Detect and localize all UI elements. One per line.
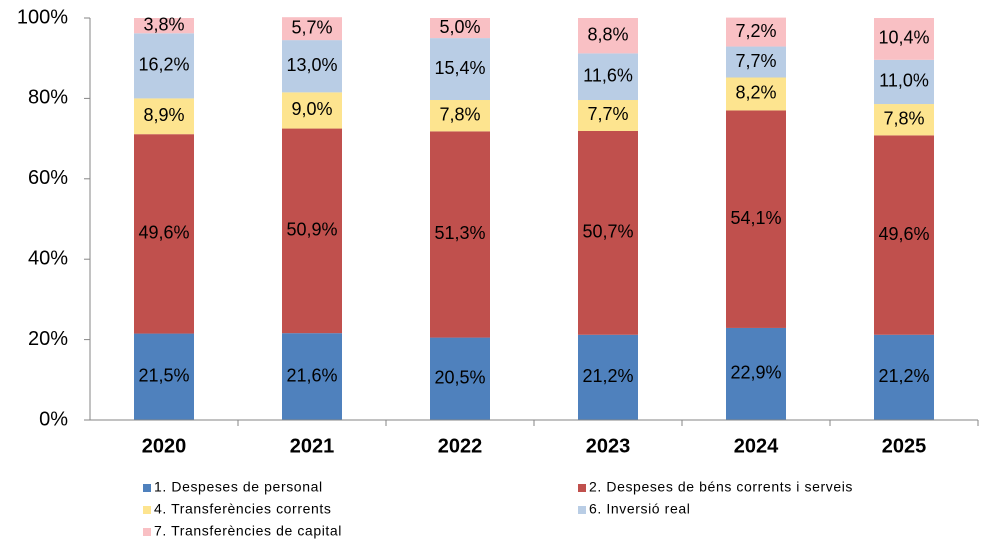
x-tick-label: 2020 [142, 435, 187, 457]
bar-segment [726, 110, 786, 328]
value-label: 16,2% [138, 55, 189, 75]
value-label: 9,0% [291, 99, 332, 119]
value-label: 22,9% [730, 363, 781, 383]
bar-segment [282, 92, 342, 129]
value-label: 8,9% [143, 105, 184, 125]
value-label: 21,2% [878, 366, 929, 386]
legend-swatch [578, 506, 586, 514]
legend-label: 7. Transferències de capital [154, 523, 342, 539]
value-label: 21,6% [286, 365, 337, 385]
legend-label: 2. Despeses de béns corrents i serveis [589, 479, 853, 495]
bar-segment [726, 17, 786, 47]
value-label: 13,0% [286, 55, 337, 75]
x-tick-label: 2022 [438, 435, 483, 457]
bar-segment [578, 53, 638, 101]
value-label: 8,8% [587, 24, 628, 44]
bar-segment [578, 18, 638, 54]
bar-segment [430, 18, 490, 39]
bar-segment [726, 327, 786, 420]
value-label: 49,6% [878, 224, 929, 244]
legend-label: 6. Inversió real [589, 501, 690, 517]
value-label: 11,6% [583, 65, 633, 85]
bar-segment [430, 38, 490, 101]
bar-segment [874, 18, 934, 60]
legend-swatch [578, 484, 586, 492]
value-label: 5,0% [439, 17, 480, 37]
value-label: 51,3% [434, 223, 485, 243]
bar-segment [578, 100, 638, 131]
y-tick-label: 0% [39, 408, 68, 430]
legend-swatch [143, 484, 151, 492]
value-label: 49,6% [138, 223, 189, 243]
value-label: 8,2% [735, 83, 776, 103]
bar-segment [726, 77, 786, 111]
bar-segment [282, 128, 342, 334]
value-label: 5,7% [291, 17, 332, 37]
legend-swatch [143, 506, 151, 514]
legend-label: 4. Transferències corrents [154, 501, 331, 517]
bar-segment [134, 18, 194, 34]
bar-segment [874, 135, 934, 335]
bar-segment [430, 337, 490, 420]
value-label: 7,8% [883, 108, 924, 128]
y-tick-label: 40% [28, 247, 68, 269]
value-label: 20,5% [434, 368, 485, 388]
value-label: 21,2% [582, 366, 633, 386]
value-label: 7,8% [439, 104, 480, 124]
bar-segment [578, 334, 638, 420]
value-label: 50,7% [582, 222, 633, 242]
value-label: 21,5% [138, 366, 189, 386]
y-tick-label: 60% [28, 167, 68, 189]
value-label: 7,7% [735, 51, 776, 71]
bar-segment [874, 59, 934, 105]
bar-segment [282, 17, 342, 41]
value-label: 15,4% [434, 58, 485, 78]
value-label: 7,2% [735, 21, 776, 41]
bar-segment [134, 98, 194, 135]
bar-segment [430, 131, 490, 338]
legend-swatch [143, 528, 151, 536]
x-tick-label: 2021 [290, 435, 335, 457]
bar-segment [282, 333, 342, 420]
value-label: 3,8% [143, 14, 184, 34]
bar-segment [874, 334, 934, 420]
bar-segment [134, 134, 194, 334]
value-label: 10,4% [878, 28, 929, 48]
value-label: 7,7% [587, 104, 628, 124]
bar-segment [282, 40, 342, 93]
bar-segment [134, 33, 194, 99]
y-tick-label: 80% [28, 87, 68, 109]
bar-segment [726, 46, 786, 78]
bar-segment [430, 100, 490, 132]
bar-segment [874, 104, 934, 136]
y-tick-label: 20% [28, 328, 68, 350]
bar-segment [578, 130, 638, 335]
value-label: 50,9% [286, 220, 337, 240]
bar-segment [134, 333, 194, 420]
value-label: 54,1% [730, 208, 781, 228]
legend-label: 1. Despeses de personal [154, 479, 323, 495]
y-tick-label: 100% [17, 6, 68, 28]
x-tick-label: 2023 [586, 435, 631, 457]
x-tick-label: 2025 [882, 435, 927, 457]
x-tick-label: 2024 [734, 435, 779, 457]
value-label: 11,0% [879, 71, 929, 91]
